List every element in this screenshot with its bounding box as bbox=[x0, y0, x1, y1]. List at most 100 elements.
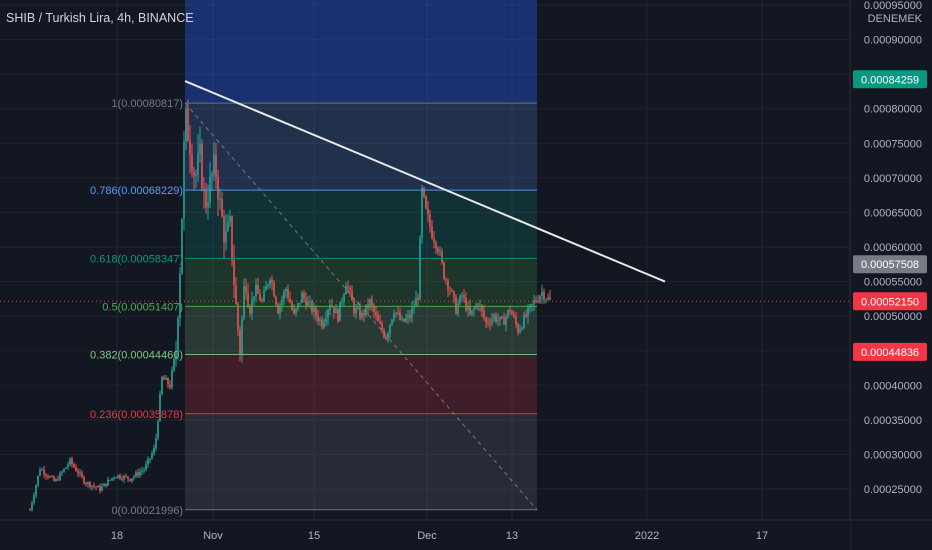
stop-price-badge-bg bbox=[853, 342, 927, 361]
candle-body bbox=[509, 310, 511, 312]
fibonacci-zones bbox=[185, 0, 537, 510]
candle-body bbox=[545, 299, 547, 301]
candle-body bbox=[119, 475, 121, 479]
candle-body bbox=[531, 303, 533, 305]
candle-body bbox=[201, 143, 203, 189]
candle-body bbox=[175, 352, 177, 360]
chart-title: SHIB / Turkish Lira, 4h, BINANCE bbox=[6, 11, 194, 25]
candle-body bbox=[117, 475, 119, 478]
candle-body bbox=[247, 292, 249, 307]
candle-body bbox=[449, 289, 451, 291]
candle-body bbox=[167, 377, 169, 385]
candle-body bbox=[329, 305, 331, 311]
candle-body bbox=[131, 478, 133, 481]
candle-body bbox=[55, 479, 57, 481]
last-price-badge-bg bbox=[853, 292, 927, 311]
fib-zone bbox=[185, 413, 537, 510]
candle-body bbox=[503, 318, 505, 325]
candle-body bbox=[149, 458, 151, 460]
candle-body bbox=[307, 301, 309, 307]
candle-body bbox=[349, 287, 351, 291]
candle-body bbox=[527, 307, 529, 317]
candle-body bbox=[393, 313, 395, 320]
candle-body bbox=[31, 502, 33, 510]
candle-body bbox=[519, 328, 521, 333]
candle-body bbox=[237, 304, 239, 330]
candle-body bbox=[419, 237, 421, 300]
candle-body bbox=[41, 469, 43, 471]
candle-body bbox=[319, 319, 321, 321]
candle-body bbox=[323, 322, 325, 328]
candle-body bbox=[287, 288, 289, 299]
candle-body bbox=[429, 214, 431, 227]
candle-body bbox=[451, 290, 453, 292]
price-tick-label: 0.00050000 bbox=[864, 311, 922, 323]
candle-body bbox=[479, 305, 481, 307]
candle-body bbox=[481, 305, 483, 311]
candle-body bbox=[61, 471, 63, 474]
candle-body bbox=[225, 230, 227, 243]
candle-body bbox=[521, 327, 523, 329]
candle-body bbox=[177, 318, 179, 353]
candle-body bbox=[413, 306, 415, 309]
price-tick-label: 0.00055000 bbox=[864, 277, 922, 289]
resistance-trendline[interactable] bbox=[184, 80, 666, 283]
time-tick-label: Nov bbox=[203, 530, 223, 542]
candle-body bbox=[69, 458, 71, 465]
fib-level-label: 0(0.00021996) bbox=[111, 505, 183, 517]
candle-body bbox=[417, 298, 419, 300]
candle-body bbox=[111, 478, 113, 480]
candle-body bbox=[107, 479, 109, 486]
candle-body bbox=[151, 453, 153, 459]
candle-body bbox=[371, 299, 373, 306]
candle-body bbox=[125, 475, 127, 477]
candle-body bbox=[77, 471, 79, 474]
entry-price-badge: 0.00057508 bbox=[861, 259, 919, 271]
candle-body bbox=[37, 475, 39, 486]
price-tick-label: 0.00095000 bbox=[864, 0, 922, 12]
candle-body bbox=[209, 176, 211, 203]
candle-body bbox=[245, 286, 247, 293]
candle-body bbox=[85, 483, 87, 485]
candle-body bbox=[189, 141, 191, 155]
fib-trend-line bbox=[184, 102, 538, 511]
time-axis[interactable]: 18 Nov 15 Dec 13 2022 17 bbox=[0, 519, 932, 550]
candle-body bbox=[309, 301, 311, 303]
fib-level-label: 0.618(0.00058347) bbox=[90, 253, 183, 265]
candle-body bbox=[285, 288, 287, 292]
candle-body bbox=[495, 314, 497, 322]
candle-body bbox=[343, 294, 345, 302]
fib-extension-zone bbox=[185, 0, 537, 104]
candle-body bbox=[277, 304, 279, 314]
candle-body bbox=[401, 318, 403, 320]
candle-body bbox=[543, 291, 545, 300]
candle-body bbox=[455, 297, 457, 314]
candle-body bbox=[447, 280, 449, 290]
candle-body bbox=[549, 297, 551, 300]
candle-body bbox=[335, 308, 337, 314]
candle-body bbox=[109, 479, 111, 481]
candle-body bbox=[369, 299, 371, 308]
candle-body bbox=[463, 295, 465, 298]
candle-body bbox=[161, 376, 163, 395]
candle-body bbox=[115, 477, 117, 479]
candle-body bbox=[431, 226, 433, 239]
watermark-label: DENEMEK bbox=[868, 13, 923, 25]
candle-body bbox=[321, 319, 323, 328]
candlestick-series bbox=[29, 99, 551, 512]
candle-body bbox=[123, 475, 125, 480]
candle-body bbox=[255, 284, 257, 297]
time-tick-label: 13 bbox=[506, 530, 518, 542]
candle-body bbox=[173, 359, 175, 371]
candle-body bbox=[357, 307, 359, 309]
candle-body bbox=[113, 477, 115, 479]
candle-body bbox=[211, 173, 213, 177]
drawings[interactable] bbox=[0, 80, 850, 302]
candle-body bbox=[293, 309, 295, 314]
candle-body bbox=[473, 308, 475, 311]
candle-body bbox=[525, 314, 527, 317]
candle-body bbox=[301, 292, 303, 303]
